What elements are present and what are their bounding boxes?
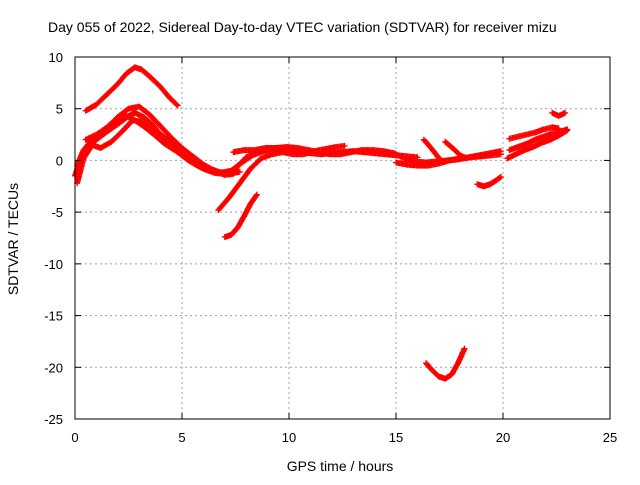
data-series	[72, 64, 571, 382]
x-tick-label: 15	[389, 430, 403, 445]
chart-title: Day 055 of 2022, Sidereal Day-to-day VTE…	[48, 19, 557, 35]
series-arc-p	[506, 124, 562, 142]
series-arc-d	[74, 117, 243, 187]
grid-lines	[75, 57, 610, 419]
tick-labels: 0 5 10 15 20 25 -25 -20 -15 -10 -5 0 5 10	[44, 50, 617, 445]
series-arc-l	[474, 174, 504, 190]
series-arc-j	[420, 136, 444, 164]
axis-ticks	[74, 56, 611, 420]
y-tick-label: 0	[56, 153, 63, 168]
y-tick-label: 5	[56, 102, 63, 117]
series-markers	[221, 191, 260, 240]
x-tick-label: 5	[178, 430, 185, 445]
series-markers	[549, 109, 569, 119]
y-axis-label: SDTVAR / TECUs	[5, 183, 21, 295]
x-tick-label: 20	[496, 430, 510, 445]
y-tick-label: -15	[44, 309, 63, 324]
x-tick-label: 0	[71, 430, 78, 445]
series-markers	[506, 126, 571, 154]
series-arc-m	[423, 345, 468, 382]
x-tick-label: 10	[282, 430, 296, 445]
y-tick-label: 10	[49, 50, 63, 65]
series-arc-e	[82, 64, 181, 114]
series-markers	[423, 345, 468, 382]
series-markers	[474, 174, 504, 190]
x-tick-label: 25	[603, 430, 617, 445]
y-tick-label: -5	[51, 205, 63, 220]
plot-frame	[74, 56, 611, 420]
y-tick-label: -20	[44, 360, 63, 375]
series-markers	[74, 117, 243, 187]
y-tick-label: -10	[44, 257, 63, 272]
series-arc-o	[506, 126, 571, 154]
series-markers	[506, 124, 562, 142]
series-markers	[442, 138, 470, 162]
y-tick-label: -25	[44, 412, 63, 427]
series-arc-k	[442, 138, 470, 162]
series-markers	[82, 64, 181, 114]
series-arc-q	[549, 109, 569, 119]
series-arc-g	[221, 191, 260, 240]
x-axis-label: GPS time / hours	[287, 458, 394, 474]
series-markers	[420, 136, 444, 164]
